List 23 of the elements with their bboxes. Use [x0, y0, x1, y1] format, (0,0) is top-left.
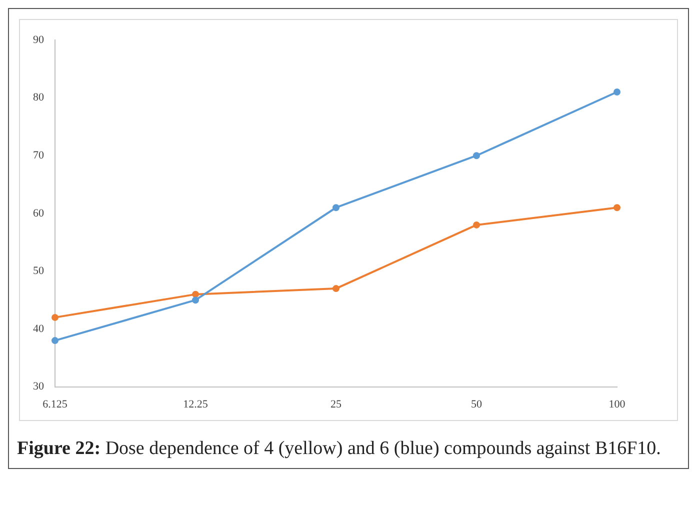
point — [52, 314, 58, 321]
point — [332, 285, 340, 292]
point — [192, 290, 199, 298]
x-tick-label: 25 — [330, 398, 342, 410]
point — [473, 152, 480, 160]
y-tick-label: 50 — [33, 265, 44, 278]
x-tick-label: 50 — [471, 398, 482, 410]
y-tick-label: 90 — [33, 34, 44, 46]
point — [614, 88, 620, 96]
x-tick-label: 100 — [608, 398, 626, 410]
caption: Figure 22: Dose dependence of 4 (yellow) and 6 (blue) compounds against B16F10. — [17, 438, 661, 459]
point — [192, 296, 199, 304]
y-tick-label: 80 — [33, 92, 44, 104]
x-tick-label: 12.25 — [183, 398, 208, 410]
y-tick-label: 70 — [33, 149, 44, 162]
point — [614, 204, 620, 212]
x-tick-label: 6.125 — [42, 398, 68, 410]
y-tick-label: 30 — [33, 380, 44, 393]
y-tick-label: 60 — [33, 207, 44, 220]
point — [52, 337, 58, 344]
point — [473, 221, 480, 228]
point — [332, 204, 340, 212]
y-tick-label: 40 — [33, 322, 44, 335]
